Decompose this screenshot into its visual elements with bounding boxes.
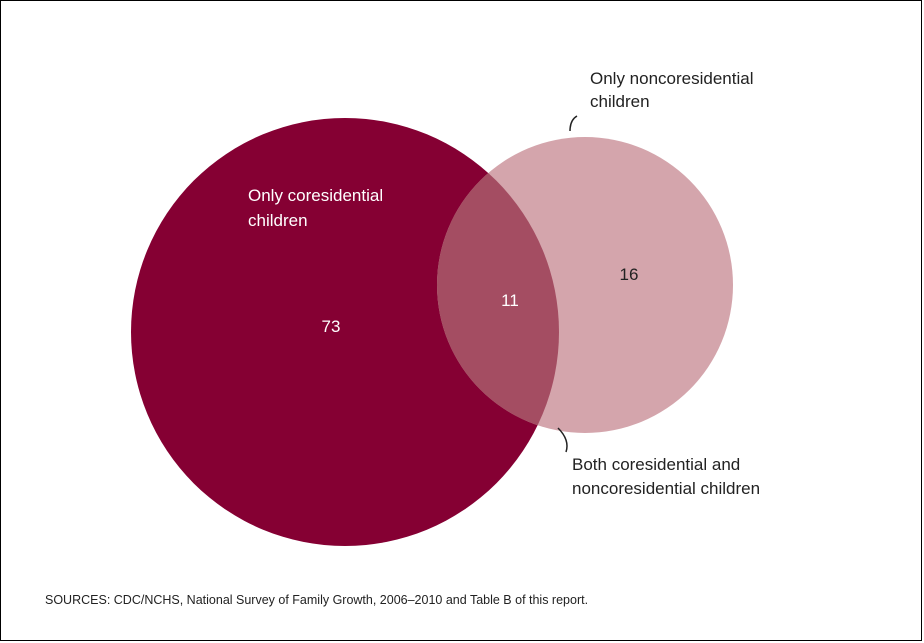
noncoresidential-label: Only noncoresidential children xyxy=(590,69,758,111)
source-note: SOURCES: CDC/NCHS, National Survey of Fa… xyxy=(45,593,589,607)
overlap-region xyxy=(437,137,559,433)
coresidential-label: Only coresidential children xyxy=(248,186,388,230)
overlap-value: 11 xyxy=(501,291,519,310)
coresidential-value: 73 xyxy=(322,317,341,336)
noncoresidential-value: 16 xyxy=(620,265,639,284)
both-callout xyxy=(557,427,568,453)
noncoresidential-callout xyxy=(569,115,578,132)
both-label: Both coresidential and noncoresidential … xyxy=(572,455,760,498)
